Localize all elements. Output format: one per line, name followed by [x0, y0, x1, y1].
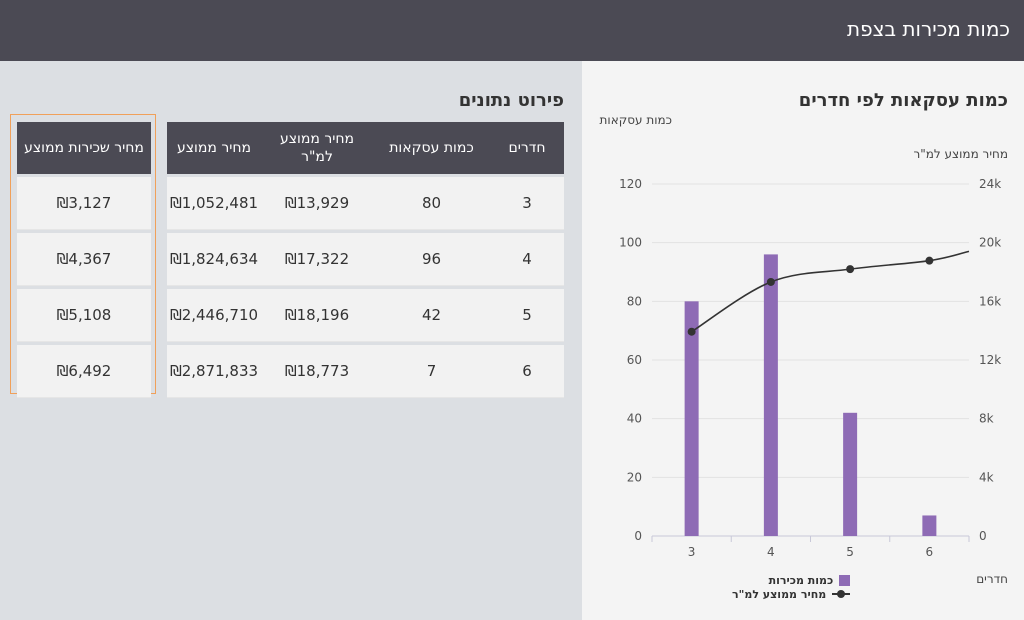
- cell-price-sqm: ₪18,773: [261, 345, 373, 398]
- cell-avg-price: ₪1,824,634: [167, 233, 261, 286]
- y-left-tick-label: 80: [627, 294, 642, 308]
- cell-price-sqm: ₪13,929: [261, 177, 373, 230]
- y-axis-left-label: כמות עסקאות: [599, 113, 672, 127]
- rent-table: מחיר שכירות ממוצע ₪3,127 ₪4,367 ₪5,108 ₪…: [17, 119, 151, 401]
- cell-rooms: 4: [490, 233, 564, 286]
- chart-legend[interactable]: כמות מכירות מחיר ממוצע למ"ר: [732, 573, 851, 601]
- table-header-row: חדרים כמות עסקאות מחיר ממוצע למ"ר מחיר מ…: [167, 122, 564, 174]
- cell-rooms: 6: [490, 345, 564, 398]
- column-header-price-sqm[interactable]: מחיר ממוצע למ"ר: [261, 122, 373, 174]
- cell-avg-rent: ₪5,108: [17, 289, 151, 342]
- legend-bar-swatch: [839, 574, 851, 586]
- cell-rooms: 3: [490, 177, 564, 230]
- column-header-rooms[interactable]: חדרים: [490, 122, 564, 174]
- line-series-price-sqm: [691, 250, 970, 333]
- x-tick-label: 3: [688, 545, 696, 559]
- page-title: כמות מכירות בצפת: [846, 17, 1010, 41]
- y-right-tick-label: 4k: [979, 470, 994, 484]
- x-tick-label: 6: [926, 545, 934, 559]
- table-row: 4 96 ₪17,322 ₪1,824,634: [167, 233, 564, 286]
- cell-rooms: 5: [490, 289, 564, 342]
- cell-deals: 96: [373, 233, 490, 286]
- bar: [763, 254, 778, 536]
- legend-item-line[interactable]: מחיר ממוצע למ"ר: [732, 587, 851, 601]
- y-right-tick-label: 16k: [979, 294, 1001, 308]
- chart-area: 0 0 20 4k 40 8k 60 12k 80 16k 100 20k 120 24k 3 4 5 6: [619, 177, 1001, 559]
- y-right-tick-label: 24k: [979, 177, 1001, 191]
- y-left-tick-label: 40: [627, 412, 642, 426]
- legend-bars-label: כמות מכירות: [768, 573, 834, 587]
- y-left-tick-label: 0: [634, 529, 642, 543]
- cell-deals: 80: [373, 177, 490, 230]
- legend-line-label: מחיר ממוצע למ"ר: [732, 587, 827, 601]
- table-row: ₪4,367: [17, 233, 151, 286]
- line-point: [846, 265, 855, 274]
- bar: [843, 412, 858, 536]
- table-title: פירוט נתונים: [458, 90, 564, 111]
- cell-avg-price: ₪1,052,481: [167, 177, 261, 230]
- x-axis-label: חדרים: [976, 572, 1008, 586]
- cell-avg-rent: ₪3,127: [17, 177, 151, 230]
- data-table: חדרים כמות עסקאות מחיר ממוצע למ"ר מחיר מ…: [167, 119, 564, 401]
- table-row: ₪5,108: [17, 289, 151, 342]
- table-row: 3 80 ₪13,929 ₪1,052,481: [167, 177, 564, 230]
- column-header-deals[interactable]: כמות עסקאות: [373, 122, 490, 174]
- bar: [922, 515, 937, 536]
- chart-title: כמות עסקאות לפי חדרים: [798, 90, 1008, 111]
- y-left-tick-label: 120: [619, 177, 642, 191]
- table-row: 5 42 ₪18,196 ₪2,446,710: [167, 289, 564, 342]
- cell-avg-rent: ₪6,492: [17, 345, 151, 398]
- table-row: ₪3,127: [17, 177, 151, 230]
- y-right-tick-label: 0: [979, 529, 987, 543]
- x-tick-label: 4: [767, 545, 775, 559]
- cell-avg-price: ₪2,871,833: [167, 345, 261, 398]
- cell-avg-price: ₪2,446,710: [167, 289, 261, 342]
- y-left-tick-label: 60: [627, 353, 642, 367]
- bar: [684, 301, 699, 536]
- cell-avg-rent: ₪4,367: [17, 233, 151, 286]
- y-left-tick-label: 100: [619, 236, 642, 250]
- legend-item-bars[interactable]: כמות מכירות: [732, 573, 851, 587]
- x-tick-label: 5: [846, 545, 854, 559]
- y-right-tick-label: 8k: [979, 412, 994, 426]
- column-header-avg-rent[interactable]: מחיר שכירות ממוצע: [17, 122, 151, 174]
- table-row: ₪6,492: [17, 345, 151, 398]
- cell-price-sqm: ₪18,196: [261, 289, 373, 342]
- legend-line-swatch: [832, 589, 851, 599]
- cell-deals: 7: [373, 345, 490, 398]
- rent-table-frame: מחיר שכירות ממוצע ₪3,127 ₪4,367 ₪5,108 ₪…: [10, 114, 156, 398]
- cell-deals: 42: [373, 289, 490, 342]
- cell-price-sqm: ₪17,322: [261, 233, 373, 286]
- column-header-avg-price[interactable]: מחיר ממוצע: [167, 122, 261, 174]
- y-right-tick-label: 12k: [979, 353, 1001, 367]
- header-bar: כמות מכירות בצפת: [0, 0, 1024, 61]
- chart-panel: כמות עסקאות לפי חדרים כמות עסקאות מחיר מ…: [582, 61, 1024, 620]
- y-right-tick-label: 20k: [979, 236, 1001, 250]
- line-point: [687, 327, 696, 336]
- line-point: [925, 256, 934, 265]
- line-point: [766, 277, 775, 286]
- table-row: 6 7 ₪18,773 ₪2,871,833: [167, 345, 564, 398]
- rent-header-row: מחיר שכירות ממוצע: [17, 122, 151, 174]
- y-axis-right-label: מחיר ממוצע למ"ר: [913, 147, 1008, 161]
- y-left-tick-label: 20: [627, 470, 642, 484]
